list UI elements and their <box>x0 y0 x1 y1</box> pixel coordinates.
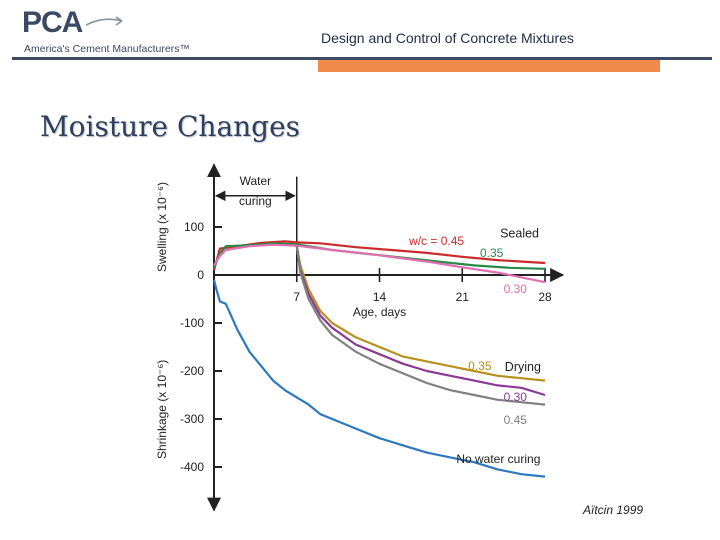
header-accent-bar <box>318 60 660 72</box>
y-tick-label: -100 <box>180 316 204 330</box>
series-line <box>295 246 546 397</box>
shrinkage-chart: 100 0 -100 -200 -300 -400 7 14 21 28 Age, days Swel… <box>155 163 565 512</box>
series-line <box>295 246 546 406</box>
slide-title: Moisture Changes <box>40 110 301 143</box>
source-credit: Aïtcin 1999 <box>583 503 644 517</box>
y-tick-label: 100 <box>184 220 204 234</box>
series-label: No water curing <box>456 452 540 466</box>
y-axis-label-swelling: Swelling (x 10⁻⁶) <box>155 182 169 272</box>
series-label: 0.35 <box>480 246 504 260</box>
x-tick-label: 7 <box>293 290 300 304</box>
series-label: 0.30 <box>504 390 528 404</box>
curing-annotation-line2: curing <box>239 194 272 208</box>
logo-swoosh-icon <box>86 16 123 26</box>
y-tick-label: 0 <box>197 268 204 282</box>
series-label: 0.35 <box>468 359 492 373</box>
series-label: 0.45 <box>504 413 528 427</box>
y-axis-label-shrinkage: Shrinkage (x 10⁻⁶) <box>155 360 169 459</box>
x-tick-label: 28 <box>538 290 552 304</box>
header-title: Design and Control of Concrete Mixtures <box>321 30 574 46</box>
curing-annotation-line1: Water <box>240 174 272 188</box>
logo-tagline: America's Cement Manufacturers™ <box>24 43 190 55</box>
y-tick-label: -300 <box>180 412 204 426</box>
pca-logo: PCA America's Cement Manufacturers™ <box>22 6 192 58</box>
series-line <box>295 246 546 382</box>
series-label: w/c = 0.45 <box>408 234 464 248</box>
drying-annotation: Drying <box>505 360 541 374</box>
x-tick-label: 21 <box>456 290 470 304</box>
x-axis-label: Age, days <box>353 305 406 319</box>
sealed-annotation: Sealed <box>500 227 539 241</box>
series-label: 0.30 <box>504 282 528 296</box>
y-tick-label: -200 <box>180 364 204 378</box>
chart-series <box>212 240 546 478</box>
series-line <box>213 243 546 284</box>
x-tick-label: 14 <box>373 290 387 304</box>
logo-wordmark: PCA <box>22 6 83 39</box>
series-line <box>212 279 546 478</box>
chart-labels: 100 0 -100 -200 -300 -400 7 14 21 28 Age, days Swel… <box>155 174 552 474</box>
y-tick-label: -400 <box>180 460 204 474</box>
header-divider <box>12 57 712 60</box>
